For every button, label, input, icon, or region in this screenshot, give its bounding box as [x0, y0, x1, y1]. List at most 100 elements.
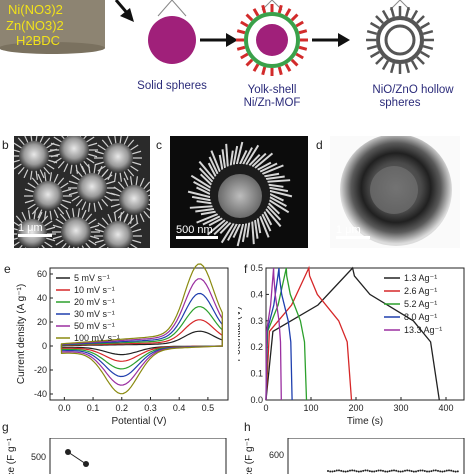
scale-label-d: 1 μm	[336, 224, 361, 236]
h-data-point	[388, 470, 391, 473]
yolk-spike	[240, 20, 249, 28]
cv-y-axis-label: Current density (A g⁻¹)	[16, 284, 27, 384]
sem-image-b: 1 μm	[14, 136, 150, 248]
hollow-spike	[381, 60, 390, 71]
gcd-y-tick-label: 0.4	[250, 289, 263, 299]
hollow-spike	[410, 60, 419, 71]
h-data-point	[397, 470, 400, 473]
sem-fiber	[246, 222, 251, 238]
cv-legend-label-5: 100 mV s⁻¹	[74, 333, 120, 343]
h-data-point	[375, 469, 378, 472]
hollow-spike	[410, 9, 419, 20]
yolk-spike	[236, 45, 246, 51]
h-data-point	[426, 470, 428, 473]
yolk-spike	[252, 63, 260, 72]
h-data-point	[377, 469, 380, 472]
g-data-point	[65, 449, 71, 455]
h-data-point	[371, 470, 373, 473]
sem-fiber	[232, 223, 241, 238]
yolk-spike	[290, 58, 299, 67]
sem-fiber	[259, 215, 270, 238]
hollow-spike	[369, 21, 380, 30]
sem-fiber	[248, 153, 261, 167]
h-data-point	[437, 469, 439, 472]
yolk-shell-icon	[236, 0, 308, 76]
scale-label-c: 500 nm	[176, 224, 213, 236]
yolk-spike	[298, 29, 308, 35]
yolk-shell-caption-line-1: Yolk-shell	[247, 84, 297, 96]
h-data-point	[434, 469, 437, 472]
sem-sphere	[33, 181, 63, 211]
sem-fiber	[242, 147, 253, 165]
sem-fiber	[261, 213, 272, 232]
sem-sphere	[103, 143, 133, 173]
capacitance-chart-g: 500 ce (F g⁻¹)	[6, 438, 227, 474]
sem-fiber	[265, 175, 285, 180]
sem-fiber	[254, 219, 259, 239]
h-data-point	[450, 469, 453, 472]
h-data-point	[379, 469, 382, 472]
cv-x-tick-label: 0.3	[144, 403, 157, 413]
arrow-1-icon	[114, 0, 134, 22]
gcd-x-axis-label: Time (s)	[347, 416, 383, 427]
arrow-2-icon	[200, 33, 238, 47]
h-data-point	[406, 469, 409, 472]
gcd-x-tick-label: 200	[348, 403, 363, 413]
h-data-point	[423, 470, 426, 473]
h-data-point	[327, 470, 329, 472]
h-data-point	[399, 470, 402, 473]
panel-label-e: e	[4, 262, 11, 276]
h-data-point	[353, 469, 356, 472]
precursor-line-3: H2BDC	[16, 33, 60, 48]
h-data-point	[410, 470, 413, 473]
h-data-point	[338, 469, 340, 472]
sem-texture-b	[14, 136, 150, 248]
gcd-legend-label-3: 8.0 Ag⁻¹	[404, 312, 437, 322]
hollow-spike	[389, 6, 395, 18]
tem-texture-d	[340, 136, 452, 246]
panel-label-f: f	[244, 262, 248, 276]
yolk-spike	[277, 66, 283, 76]
sem-image-c: 500 nm	[170, 136, 308, 248]
gcd-legend-label-4: 13.3 Ag⁻¹	[404, 325, 442, 335]
sem-fiber	[241, 223, 248, 243]
cv-chart: 0.0 0.1 0.2 0.3 0.4 0.5 -40 -20 0 20 40 60 Potential…	[16, 263, 229, 427]
yolk-spike	[240, 52, 249, 60]
g-y-axis-label: ce (F g⁻¹)	[6, 438, 17, 474]
h-data-point	[445, 469, 448, 472]
hollow-spike	[422, 29, 434, 35]
h-data-point	[428, 470, 431, 473]
sem-fiber	[196, 200, 212, 205]
sem-fiber	[269, 193, 284, 202]
yolk-spike	[252, 8, 260, 17]
cv-x-tick-label: 0.5	[202, 403, 215, 413]
sem-fiber	[265, 208, 282, 228]
h-data-point	[382, 469, 384, 472]
scale-bar-c: 500 nm	[176, 224, 218, 239]
sem-fiber	[193, 181, 211, 192]
yolk-spike	[277, 4, 283, 14]
scale-label-b: 1 μm	[18, 222, 43, 234]
cv-y-tick-label: 0	[42, 341, 47, 351]
h-data-point	[456, 470, 459, 473]
gcd-curve-2	[265, 267, 308, 401]
sem-fiber	[213, 220, 229, 236]
sem-fiber	[261, 164, 284, 175]
sem-sphere	[119, 185, 149, 215]
gcd-x-tick-label: 300	[393, 403, 408, 413]
hollow-caption-line-1: NiO/ZnO hollow	[372, 84, 454, 96]
h-data-point	[386, 470, 389, 473]
sem-fiber	[266, 205, 282, 221]
h-data-point	[335, 469, 338, 472]
synthesis-schematic: Ni(NO3)2 Zn(NO3)2 H2BDC	[0, 0, 434, 76]
h-data-point	[448, 469, 450, 472]
scale-bar-d: 1 μm	[336, 224, 370, 239]
sem-sphere	[103, 221, 133, 248]
cv-legend-label-1: 10 mV s⁻¹	[74, 285, 115, 295]
h-data-point	[408, 469, 411, 472]
sem-fiber	[225, 143, 229, 167]
sem-fiber	[257, 161, 272, 171]
sem-fiber	[198, 167, 214, 183]
sem-sphere	[17, 219, 47, 248]
cv-y-tick-label: 60	[37, 269, 47, 279]
